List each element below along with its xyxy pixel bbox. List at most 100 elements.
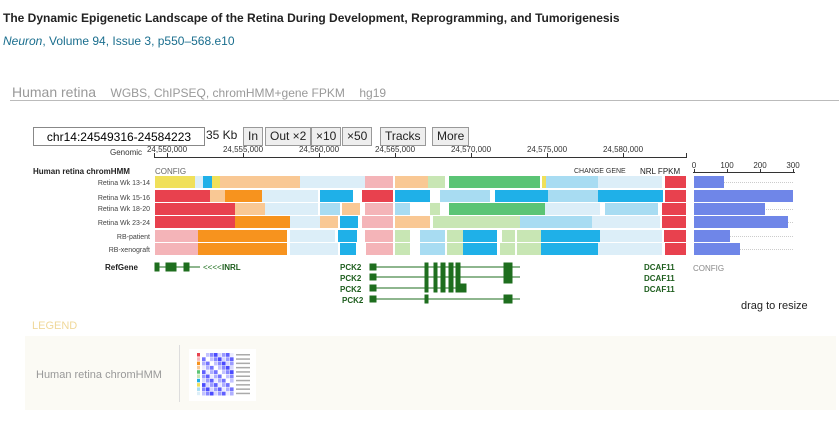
chromatin-state-segment (203, 176, 212, 188)
ruler-tick (243, 153, 244, 158)
fpkm-axis-label: 0 (691, 161, 697, 170)
chromatin-state-segment (600, 230, 662, 242)
ruler-tick-label: 24,555,000 (222, 145, 264, 154)
chromatin-state-segment (395, 176, 428, 188)
chromatin-state-segment (300, 176, 365, 188)
gene-label[interactable]: PCK2 (340, 285, 362, 294)
fpkm-axis-label: 200 (753, 161, 767, 170)
fpkm-label: NRL FPKM (640, 167, 681, 176)
gene-models[interactable]: <<<< (150, 258, 690, 310)
tracks-button[interactable]: Tracks (380, 127, 426, 146)
chromatin-state-segment (665, 190, 686, 202)
genome-build: hg19 (359, 86, 387, 100)
chromatin-state-segment (155, 190, 210, 202)
section-title: Human retina (12, 84, 97, 100)
chromatin-state-segment (365, 230, 393, 242)
legend-panel (25, 336, 836, 410)
track-config-link[interactable]: CONFIG (155, 167, 187, 176)
legend-track-name: Human retina chromHMM (36, 369, 162, 381)
fpkm-axis-label: 100 (720, 161, 734, 170)
chromatin-state-segment (428, 176, 445, 188)
chromatin-state-segment (517, 230, 541, 242)
chromatin-state-segment (320, 216, 338, 228)
paper-citation[interactable]: Neuron, Volume 94, Issue 3, p550–568.e10 (3, 34, 235, 48)
exon-mark (154, 262, 160, 272)
gene-label[interactable]: PCK2 (342, 296, 364, 305)
fpkm-axis-tick (694, 169, 695, 173)
ruler-tick (154, 153, 155, 158)
chromatin-state-segment (395, 190, 430, 202)
gene-label[interactable]: INRL (222, 263, 241, 272)
legend-divider (179, 345, 180, 402)
gene-label[interactable]: DCAF11 (644, 274, 675, 283)
gene-label[interactable]: PCK2 (340, 263, 362, 272)
row-label: Retina Wk 15-16 (97, 195, 150, 202)
chromatin-state-segment (664, 230, 686, 242)
ruler-tick (686, 153, 687, 158)
chromatin-state-segment (342, 203, 360, 215)
paper-title: The Dynamic Epigenetic Landscape of the … (3, 11, 620, 25)
chromatin-state-segment (495, 190, 548, 202)
chromatin-state-segment (520, 216, 592, 228)
chromatin-state-segment (235, 203, 265, 215)
fpkm-bar (694, 230, 730, 242)
ruler-tick (167, 153, 168, 158)
chromatin-state-segment (225, 190, 262, 202)
chromatin-state-segment (265, 203, 318, 215)
chromatin-state-segment (362, 216, 393, 228)
chromatin-state-segment (155, 203, 235, 215)
chromatin-state-segment (210, 190, 225, 202)
chromatin-state-segment (433, 216, 460, 228)
chromatin-state-segment (155, 243, 198, 255)
citation-details[interactable]: , Volume 94, Issue 3, p550–568.e10 (42, 34, 235, 48)
coordinate-input[interactable] (33, 127, 205, 146)
zoom-out-2x-button[interactable]: Out ×2 (265, 127, 312, 146)
chromatin-state-segment (340, 216, 358, 228)
chromatin-state-segment (362, 190, 393, 202)
chromatin-state-segment (546, 176, 598, 188)
gene-label[interactable]: DCAF11 (644, 263, 675, 272)
ruler-tick (471, 153, 472, 158)
fpkm-bar (694, 243, 740, 255)
row-label: Retina Wk 23-24 (97, 220, 150, 227)
chromatin-state-segment (598, 176, 662, 188)
fpkm-bar (694, 216, 788, 228)
gene-label[interactable]: DCAF11 (644, 285, 675, 294)
ruler-tick-label: 24,570,000 (450, 145, 492, 154)
change-gene-link[interactable]: CHANGE GENE (574, 168, 626, 175)
chromatin-state-segment (541, 230, 600, 242)
track-name: Human retina chromHMM (33, 167, 130, 176)
fpkm-row-guide (694, 249, 793, 250)
genomic-ruler[interactable] (154, 157, 686, 158)
chromatin-state-segment (395, 243, 410, 255)
ruler-label: Genomic (110, 148, 143, 157)
chromatin-state-segment (155, 176, 195, 188)
chromatin-state-segment (366, 243, 393, 255)
chromatin-state-segment (665, 176, 686, 188)
gene-label[interactable]: PCK2 (340, 274, 362, 283)
ruler-tick-label: 24,565,000 (374, 145, 416, 154)
chromatin-state-segment (592, 216, 660, 228)
legend-thumbnail[interactable] (189, 349, 256, 401)
zoom-out-50x-button[interactable]: ×50 (342, 127, 373, 146)
chromatin-state-segment (545, 203, 600, 215)
chromatin-state-segment (665, 243, 686, 255)
zoom-in-button[interactable]: In (243, 127, 264, 146)
journal-name[interactable]: Neuron (3, 34, 43, 48)
chromatin-state-segment (365, 203, 393, 215)
fpkm-bar (694, 203, 765, 215)
fpkm-row-guide (694, 236, 793, 237)
exon-mark (165, 262, 177, 272)
refgene-label: RefGene (105, 263, 138, 272)
chromatin-state-segment (320, 203, 340, 215)
chromatin-state-segment (463, 230, 497, 242)
chromatin-state-segment (541, 243, 598, 255)
zoom-out-10x-button[interactable]: ×10 (311, 127, 342, 146)
chromatin-state-segment (420, 230, 445, 242)
more-button[interactable]: More (432, 127, 470, 146)
fpkm-row-guide (694, 182, 793, 183)
drag-resize-handle[interactable]: drag to resize (741, 300, 808, 312)
chromatin-state-segment (500, 243, 515, 255)
refgene-config-link[interactable]: CONFIG (693, 264, 725, 273)
legend-heading: LEGEND (32, 320, 78, 332)
